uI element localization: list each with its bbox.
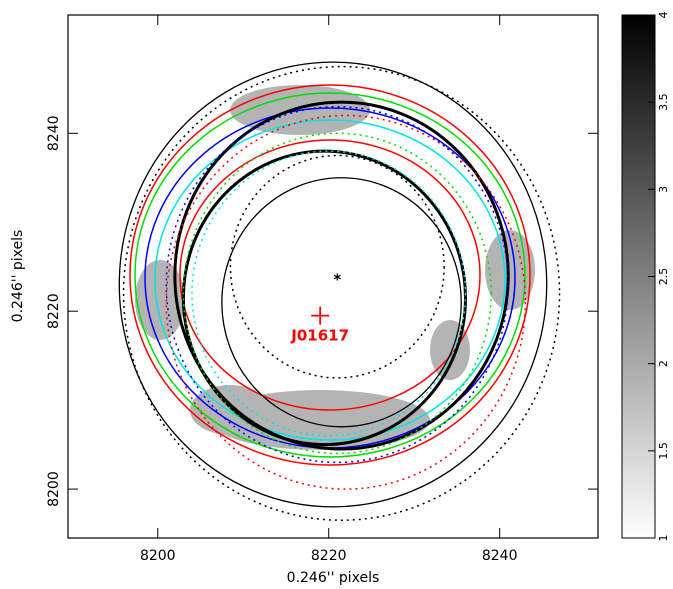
ring-circle bbox=[229, 154, 445, 379]
annotation: * bbox=[333, 271, 341, 289]
colorbar-tick-label: 2.5 bbox=[657, 268, 670, 286]
ring-circle bbox=[118, 61, 548, 508]
y-tick-label: 8240 bbox=[46, 115, 62, 151]
plot-frame bbox=[67, 14, 599, 539]
ring-circle bbox=[165, 114, 527, 490]
y-tick-label: 8200 bbox=[46, 471, 62, 507]
ring-circle bbox=[221, 177, 462, 428]
colorbar-tick-label: 1.5 bbox=[657, 442, 670, 460]
ring-circle bbox=[181, 149, 467, 447]
ring-circle bbox=[165, 105, 509, 464]
image-layer: * J01617 bbox=[118, 61, 561, 521]
colorbar-tick-label: 3 bbox=[657, 186, 670, 193]
x-tick-label: 8220 bbox=[311, 548, 347, 564]
ring-circle bbox=[182, 132, 492, 455]
position-marker bbox=[311, 306, 330, 325]
colorbar-tick-label: 3.5 bbox=[657, 93, 670, 111]
colorbar-tick-label: 1 bbox=[657, 535, 670, 542]
colorbar-tick-label: 2 bbox=[657, 360, 670, 367]
y-tick-label: 8220 bbox=[46, 293, 62, 329]
x-axis-label: 0.246'' pixels bbox=[287, 570, 380, 586]
colorbar-tick-label: 4 bbox=[657, 12, 670, 19]
overlay: * J01617 bbox=[118, 61, 561, 521]
x-tick-label: 8200 bbox=[140, 548, 176, 564]
annotation: J01617 bbox=[290, 327, 349, 345]
y-axis-label: 0.246'' pixels bbox=[10, 230, 26, 323]
x-tick-label: 8240 bbox=[482, 548, 518, 564]
ring-circle bbox=[191, 150, 467, 437]
ring-circle bbox=[122, 65, 561, 521]
